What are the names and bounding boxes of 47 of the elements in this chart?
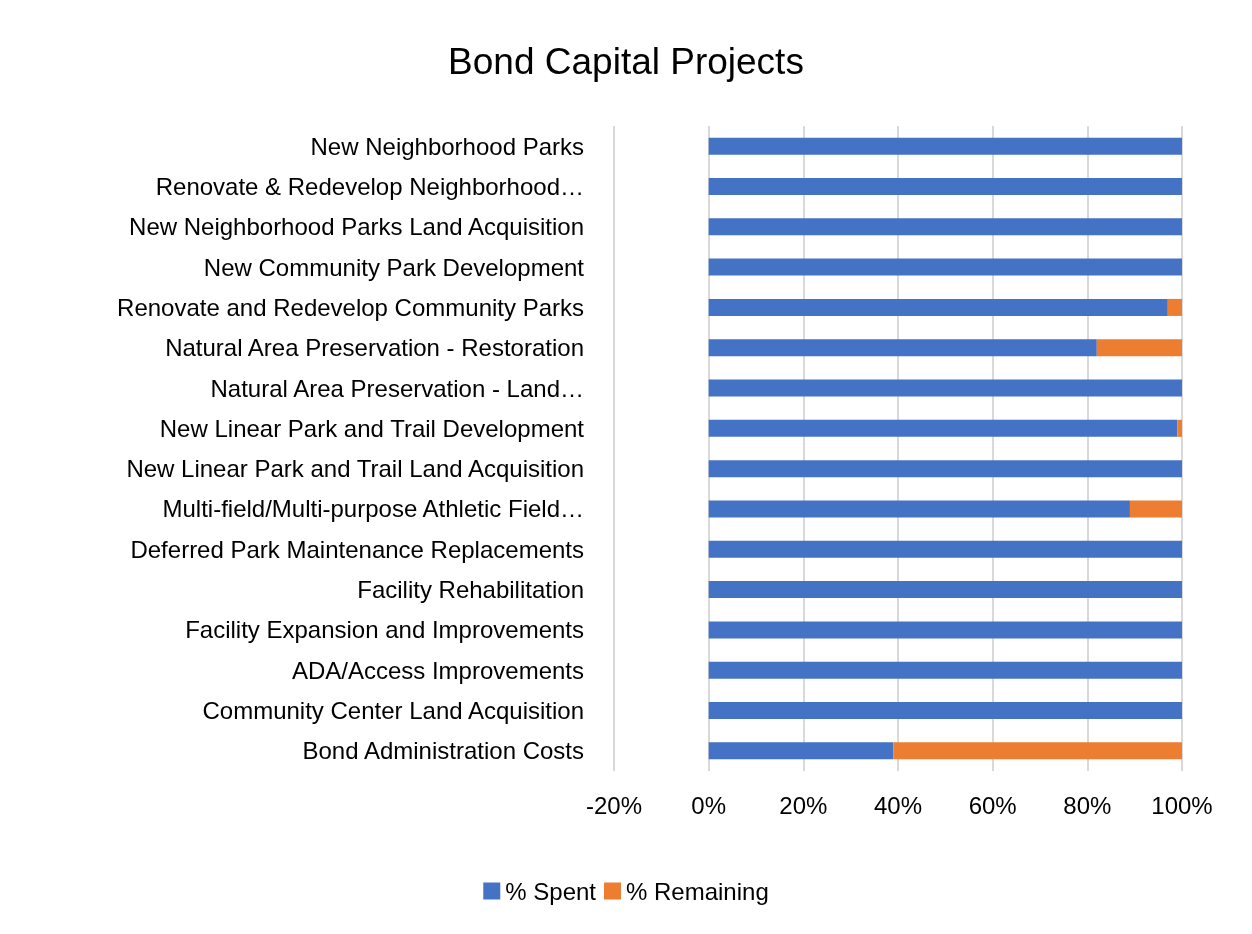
bar — [708, 742, 894, 760]
y-tick-label: New Neighborhood Parks Land Acquisition — [129, 213, 584, 241]
bar — [708, 218, 1182, 236]
bar — [708, 621, 1182, 639]
bar — [708, 460, 1182, 478]
bar — [708, 339, 1097, 357]
bar — [708, 137, 1182, 155]
bar — [708, 702, 1182, 720]
y-tick-label: Community Center Land Acquisition — [202, 697, 584, 725]
bar — [708, 661, 1182, 679]
y-tick-label: New Community Park Development — [203, 253, 585, 281]
y-tick-label: Multi-field/Multi-purpose Athletic Field… — [162, 495, 584, 523]
bar — [1096, 339, 1182, 357]
y-tick-label: Renovate & Redevelop Neighborhood… — [155, 172, 584, 200]
chart-title: Bond Capital Projects — [448, 41, 804, 82]
legend-label: % Remaining — [626, 877, 769, 905]
y-tick-label: New Linear Park and Trail Development — [159, 414, 585, 442]
bar — [708, 581, 1182, 599]
bar — [708, 500, 1130, 518]
bar — [1167, 298, 1182, 316]
bar — [708, 379, 1182, 397]
bar — [708, 177, 1182, 195]
x-tick-label: 60% — [968, 791, 1017, 819]
bar — [708, 540, 1182, 558]
y-tick-label: Deferred Park Maintenance Replacements — [130, 535, 584, 563]
bar — [708, 298, 1168, 316]
y-tick-label: Facility Rehabilitation — [357, 576, 584, 604]
x-tick-label: 80% — [1063, 791, 1112, 819]
y-tick-label: Bond Administration Costs — [302, 737, 584, 765]
x-tick-label: 20% — [779, 791, 828, 819]
y-tick-label: Natural Area Preservation - Restoration — [165, 334, 584, 362]
bar — [708, 258, 1182, 276]
y-tick-label: Natural Area Preservation - Land… — [210, 374, 584, 402]
legend-label: % Spent — [505, 877, 597, 905]
bar — [708, 419, 1178, 437]
y-tick-label: ADA/Access Improvements — [291, 656, 584, 684]
y-tick-label: Facility Expansion and Improvements — [185, 616, 584, 644]
y-tick-label: New Neighborhood Parks — [310, 132, 584, 160]
bar — [1129, 500, 1182, 518]
y-tick-label: Renovate and Redevelop Community Parks — [117, 293, 584, 321]
bar — [1177, 419, 1182, 437]
x-tick-label: 100% — [1151, 791, 1213, 819]
x-tick-label: 40% — [873, 791, 923, 819]
x-tick-label: 0% — [691, 791, 727, 819]
x-tick-label: -20% — [585, 791, 643, 819]
bar — [893, 742, 1182, 760]
y-tick-label: New Linear Park and Trail Land Acquisition — [126, 455, 584, 483]
